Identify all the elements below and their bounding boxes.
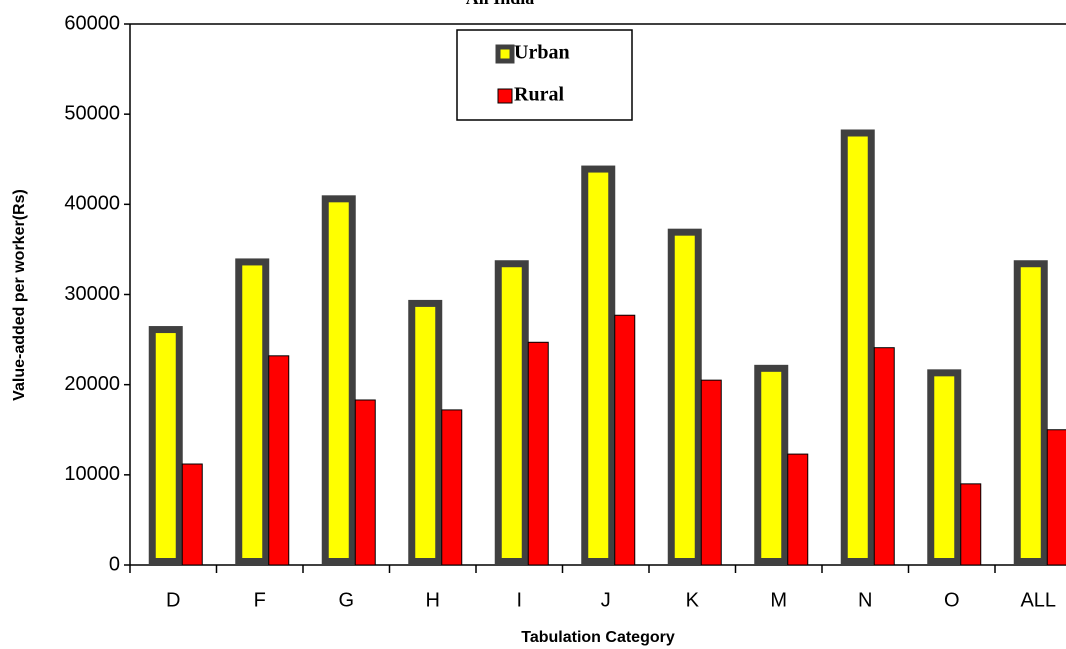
y-tick-label: 30000: [64, 283, 120, 305]
bar: [787, 453, 809, 566]
bar: [960, 483, 982, 566]
bar: [927, 369, 962, 566]
x-tick-label: O: [944, 589, 960, 611]
y-tick-label: 40000: [64, 193, 120, 215]
chart-title: All India: [466, 0, 535, 8]
bar: [581, 165, 616, 565]
bar: [408, 299, 443, 565]
bar: [321, 195, 356, 565]
y-tick-label: 10000: [64, 463, 120, 485]
y-tick-label: 60000: [64, 12, 120, 34]
bar: [441, 409, 463, 566]
legend-swatch: [497, 88, 513, 104]
bar: [614, 314, 636, 566]
y-tick-label: 0: [109, 553, 120, 575]
x-tick-label: I: [516, 589, 522, 611]
bar: [667, 228, 702, 565]
x-tick-label: H: [426, 589, 440, 611]
legend-label: Urban: [514, 42, 570, 64]
bar: [840, 129, 875, 565]
bar: [1013, 260, 1048, 565]
bar: [527, 341, 549, 566]
bar: [148, 326, 183, 565]
y-tick-label: 50000: [64, 102, 120, 124]
x-tick-label: J: [601, 589, 611, 611]
bar: [1046, 429, 1066, 566]
legend-box: [456, 29, 633, 121]
x-tick-label: N: [858, 589, 872, 611]
legend-label: Rural: [514, 84, 564, 106]
bar: [494, 260, 529, 565]
legend-swatch: [495, 44, 515, 64]
x-tick-label: K: [686, 589, 700, 611]
y-axis-label: Value-added per worker(Rs): [11, 189, 28, 401]
bar: [235, 258, 270, 565]
x-axis-label: Tabulation Category: [521, 629, 675, 646]
bar: [181, 463, 203, 566]
bar: [354, 399, 376, 566]
x-tick-label: D: [166, 589, 180, 611]
x-tick-label: F: [254, 589, 266, 611]
bar: [700, 379, 722, 566]
x-tick-label: ALL: [1020, 589, 1056, 611]
bar: [268, 355, 290, 566]
bar: [873, 347, 895, 566]
y-tick-label: 20000: [64, 373, 120, 395]
x-tick-label: M: [770, 589, 787, 611]
bar: [754, 364, 789, 565]
x-tick-label: G: [338, 589, 354, 611]
